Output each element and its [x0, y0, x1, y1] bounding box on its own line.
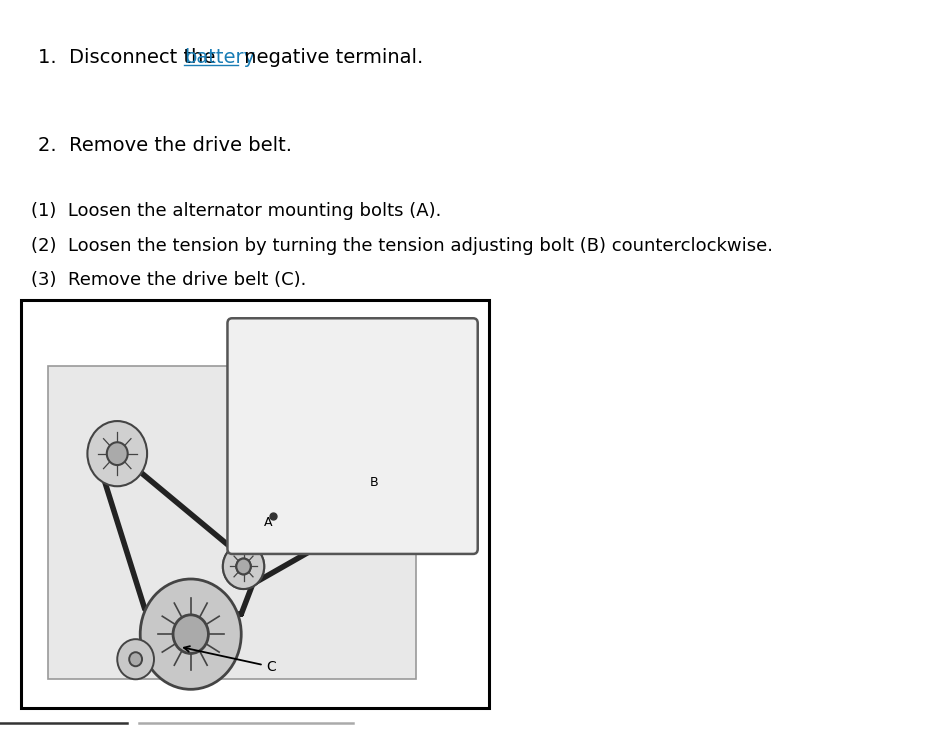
- Text: (2)  Loosen the tension by turning the tension adjusting bolt (B) counterclockwi: (2) Loosen the tension by turning the te…: [31, 237, 774, 255]
- Circle shape: [282, 446, 365, 537]
- Text: A: A: [264, 517, 273, 529]
- FancyBboxPatch shape: [228, 318, 478, 554]
- Text: negative terminal.: negative terminal.: [238, 48, 423, 67]
- FancyBboxPatch shape: [21, 300, 489, 708]
- Circle shape: [173, 615, 208, 654]
- Circle shape: [140, 579, 241, 690]
- Circle shape: [223, 544, 264, 589]
- Circle shape: [106, 442, 128, 465]
- Text: B: B: [370, 476, 378, 489]
- Text: battery: battery: [183, 48, 255, 67]
- Text: (3)  Remove the drive belt (C).: (3) Remove the drive belt (C).: [31, 271, 307, 289]
- Text: (1)  Loosen the alternator mounting bolts (A).: (1) Loosen the alternator mounting bolts…: [31, 202, 441, 220]
- Circle shape: [236, 559, 250, 574]
- Polygon shape: [48, 366, 416, 679]
- Circle shape: [118, 639, 154, 679]
- Text: 1.  Disconnect the: 1. Disconnect the: [38, 48, 221, 67]
- Circle shape: [310, 475, 339, 507]
- Circle shape: [310, 475, 339, 507]
- Text: C: C: [183, 646, 277, 673]
- Circle shape: [129, 652, 142, 666]
- Circle shape: [223, 544, 264, 589]
- Circle shape: [236, 559, 250, 574]
- Text: 2.  Remove the drive belt.: 2. Remove the drive belt.: [38, 136, 292, 155]
- Circle shape: [88, 421, 147, 486]
- Circle shape: [282, 446, 365, 537]
